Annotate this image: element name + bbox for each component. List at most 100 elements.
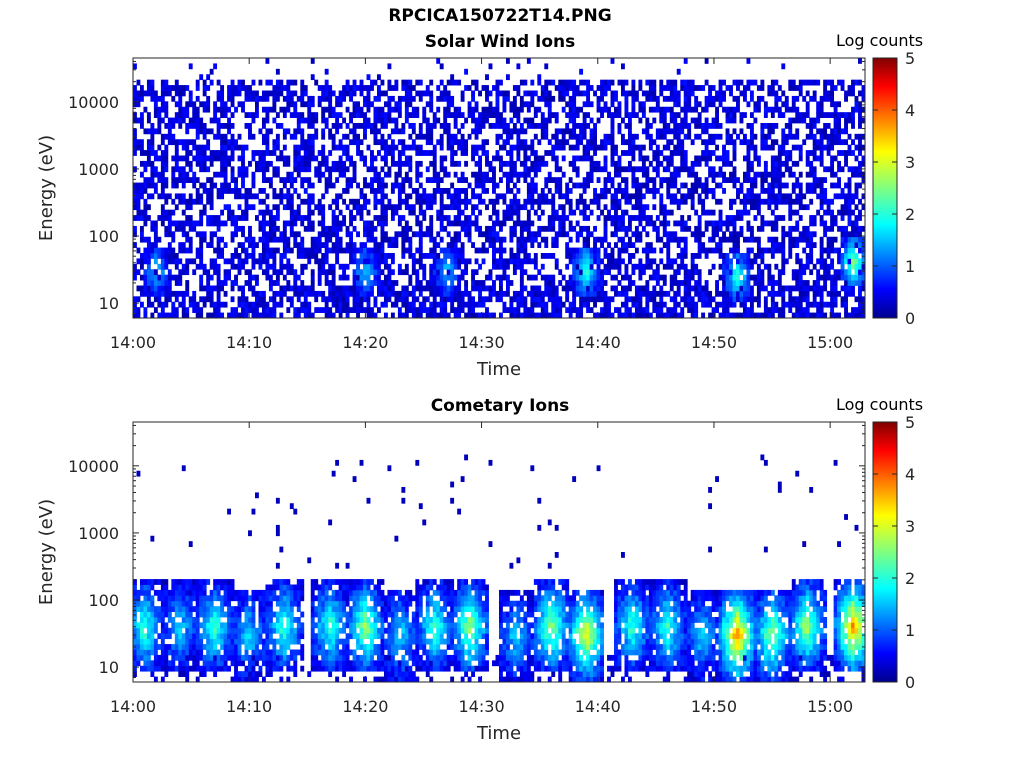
heatmap-cell [795, 160, 800, 167]
heatmap-cell [345, 225, 350, 232]
heatmap-cell [282, 128, 287, 135]
heatmap-cell [736, 247, 740, 254]
heatmap-cell [575, 123, 580, 129]
heatmap-cell [697, 247, 702, 254]
heatmap-cell [404, 117, 409, 124]
heatmap-cell [425, 139, 430, 146]
heatmap-cell [676, 253, 681, 259]
heatmap-cell [345, 133, 350, 140]
heatmap-cell [732, 112, 737, 118]
heatmap-cell [631, 296, 636, 303]
heatmap-cell [324, 68, 329, 75]
heatmap-cell [481, 280, 486, 286]
heatmap-cell [554, 307, 559, 313]
heatmap-cell [289, 215, 294, 221]
heatmap-cell [453, 285, 458, 292]
heatmap-cell [488, 290, 493, 297]
heatmap-cell [380, 198, 385, 205]
heatmap-cell [216, 280, 221, 286]
heatmap-cell [415, 285, 420, 292]
heatmap-cell [530, 79, 535, 86]
heatmap-cell [359, 106, 364, 113]
heatmap-cell [171, 231, 176, 238]
heatmap-cell [352, 296, 357, 303]
heatmap-cell [178, 177, 183, 183]
heatmap-cell [174, 182, 179, 189]
heatmap-cell [666, 123, 671, 129]
heatmap-cell [248, 90, 252, 97]
heatmap-cell [248, 274, 252, 281]
heatmap-cell [209, 182, 214, 189]
heatmap-cell [795, 128, 800, 135]
heatmap-cell [586, 112, 591, 118]
heatmap-cell [746, 166, 751, 173]
heatmap-cell [387, 106, 392, 113]
heatmap-cell [286, 198, 291, 205]
heatmap-cell [777, 112, 782, 118]
heatmap-cell [206, 215, 211, 221]
heatmap-cell [652, 90, 657, 97]
heatmap-cell [711, 236, 716, 243]
heatmap-cell [568, 301, 573, 308]
heatmap-cell [708, 90, 713, 97]
heatmap-cell [195, 85, 200, 91]
heatmap-cell [791, 144, 796, 151]
heatmap-cell [199, 215, 204, 221]
heatmap-cell [645, 290, 650, 297]
heatmap-cell [195, 150, 200, 156]
heatmap-cell [593, 123, 597, 129]
heatmap-cell [146, 160, 151, 167]
heatmap-cell [415, 307, 420, 313]
heatmap-cell [230, 220, 235, 227]
heatmap-cell [593, 188, 597, 194]
heatmap-cell [404, 193, 409, 200]
heatmap-cell [655, 290, 660, 297]
heatmap-cell [394, 177, 399, 183]
heatmap-cell [387, 133, 392, 140]
heatmap-cell [307, 209, 312, 216]
heatmap-cell [324, 307, 329, 313]
heatmap-cell [383, 280, 388, 286]
heatmap-cell [216, 193, 221, 200]
heatmap-cell [760, 139, 765, 146]
heatmap-cell [300, 198, 305, 205]
heatmap-cell [781, 139, 786, 146]
heatmap-cell [345, 274, 350, 281]
heatmap-cell [408, 274, 413, 281]
heatmap-cell [373, 280, 378, 286]
heatmap-cell [404, 106, 409, 113]
heatmap-cell [418, 123, 423, 129]
heatmap-cell [746, 312, 751, 319]
heatmap-cell [345, 307, 350, 313]
heatmap-cell [286, 90, 291, 97]
heatmap-cell [373, 253, 378, 259]
heatmap-cell [255, 90, 259, 97]
heatmap-cell [662, 128, 667, 135]
heatmap-cell [296, 296, 301, 303]
heatmap-cell [464, 280, 469, 286]
heatmap-cell [275, 79, 280, 86]
heatmap-cell [638, 209, 643, 216]
heatmap-cell [268, 215, 273, 221]
heatmap-cell [150, 139, 155, 146]
heatmap-cell [596, 274, 601, 281]
heatmap-cell [687, 301, 692, 308]
heatmap-cell [171, 247, 176, 254]
heatmap-cell [282, 182, 287, 189]
heatmap-cell [174, 312, 179, 319]
heatmap-cell [397, 269, 402, 276]
heatmap-cell [575, 236, 580, 243]
heatmap-cell [209, 79, 214, 86]
heatmap-cell [708, 296, 713, 303]
heatmap-cell [439, 193, 444, 200]
heatmap-cell [370, 128, 374, 135]
heatmap-cell [683, 123, 688, 129]
heatmap-cell [397, 312, 402, 319]
heatmap-cell [415, 280, 420, 286]
heatmap-cell [526, 58, 531, 64]
heatmap-cell [683, 236, 688, 243]
heatmap-cell [310, 58, 315, 64]
heatmap-cell [282, 225, 287, 232]
heatmap-cell [387, 263, 392, 270]
heatmap-cell [722, 258, 726, 265]
